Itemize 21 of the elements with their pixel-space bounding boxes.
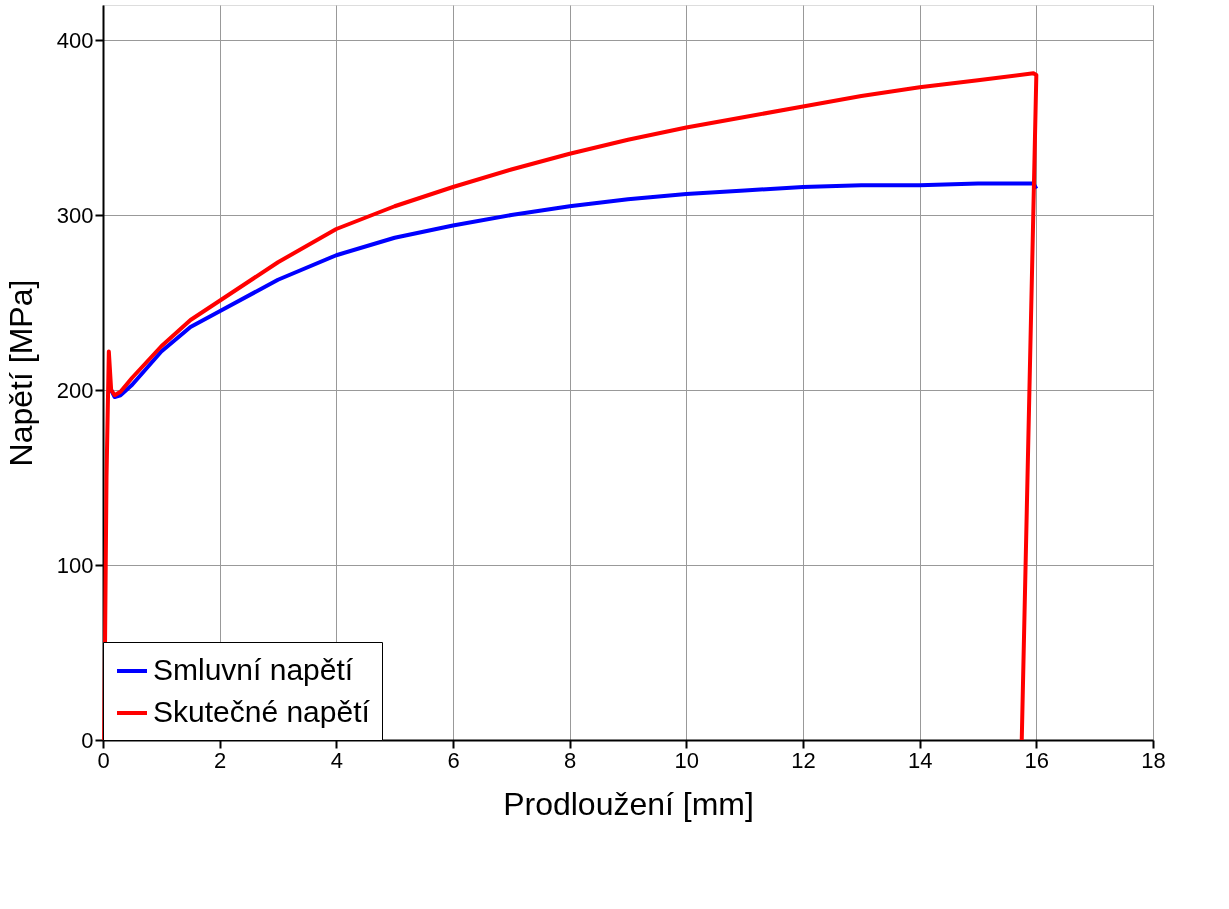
x-tick-label: 12 — [791, 747, 816, 773]
y-tick-label: 300 — [56, 202, 94, 228]
x-tick-label: 6 — [447, 747, 460, 773]
y-tick-label: 0 — [81, 727, 94, 753]
y-axis-title: Napětí [MPa] — [2, 279, 39, 467]
x-tick-label: 16 — [1024, 747, 1050, 773]
x-tick-label: 4 — [330, 747, 343, 773]
y-tick-label: 100 — [56, 552, 94, 578]
line-series — [102, 71, 1039, 742]
x-axis-title: Prodloužení [mm] — [503, 785, 754, 822]
legend-label: Smluvní napětí — [153, 653, 354, 686]
x-tick-label: 14 — [907, 747, 933, 773]
x-tick-label: 2 — [214, 747, 227, 773]
x-tick-label: 10 — [674, 747, 700, 773]
x-tick-label: 18 — [1141, 747, 1166, 773]
legend-label: Skutečné napětí — [153, 695, 371, 728]
y-tick-label: 200 — [56, 377, 94, 403]
y-tick-label: 400 — [56, 27, 94, 53]
x-tick-label: 8 — [564, 747, 577, 773]
x-tick-label: 0 — [97, 747, 110, 773]
line-series — [109, 181, 1039, 399]
